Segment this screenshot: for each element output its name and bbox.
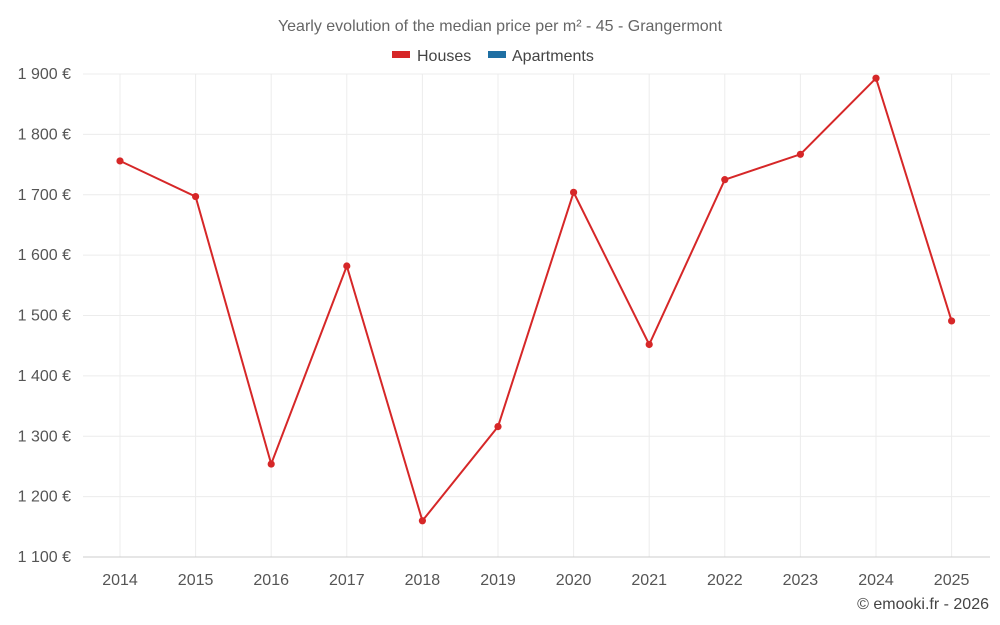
houses-point[interactable] — [645, 340, 653, 349]
y-tick-label: 1 500 € — [18, 308, 71, 325]
houses-point[interactable] — [721, 176, 729, 184]
houses-point[interactable] — [494, 422, 502, 431]
x-tick-label: 2019 — [480, 572, 516, 589]
x-tick-label: 2016 — [253, 572, 289, 589]
y-tick-label: 1 900 € — [18, 66, 71, 83]
x-tick-label: 2014 — [102, 572, 138, 589]
legend-label-houses: Houses — [417, 48, 471, 65]
houses-point[interactable] — [116, 157, 124, 165]
legend-swatch-houses — [392, 51, 410, 58]
y-tick-label: 1 700 € — [18, 187, 71, 204]
legend-item-houses[interactable]: Houses — [392, 48, 471, 65]
houses-point[interactable] — [343, 262, 351, 270]
houses-point[interactable] — [570, 188, 578, 196]
houses-point[interactable] — [192, 192, 200, 201]
houses-point[interactable] — [418, 517, 426, 525]
houses-point[interactable] — [872, 74, 880, 82]
y-tick-label: 1 400 € — [18, 368, 71, 385]
legend-label-apartments: Apartments — [512, 48, 594, 65]
x-axis-tick-labels: 2014 2015 2016 2017 2018 2019 2020 2021 2022 2023… — [102, 572, 969, 589]
chart-credit: © emooki.fr - 2026 — [857, 596, 989, 613]
legend-item-apartments[interactable]: Apartments — [488, 48, 594, 65]
y-tick-label: 1 800 € — [18, 126, 71, 143]
houses-line — [119, 76, 953, 523]
houses-point[interactable] — [796, 150, 805, 158]
houses-points — [116, 74, 956, 525]
y-tick-label: 1 200 € — [18, 489, 71, 506]
houses-point[interactable] — [267, 460, 275, 468]
y-axis-tick-labels: 1 100 € 1 200 € 1 300 € 1 400 € 1 500 € 1 600… — [18, 66, 71, 566]
legend: Houses Apartments — [392, 48, 594, 65]
y-tick-label: 1 300 € — [18, 428, 71, 445]
x-tick-label: 2015 — [178, 572, 214, 589]
x-tick-label: 2021 — [631, 572, 667, 589]
y-gridlines — [83, 73, 990, 558]
y-tick-label: 1 100 € — [18, 549, 71, 566]
x-tick-label: 2018 — [405, 572, 441, 589]
x-tick-label: 2025 — [934, 572, 970, 589]
legend-swatch-apartments — [488, 51, 506, 58]
y-tick-label: 1 600 € — [18, 247, 71, 264]
x-tick-label: 2023 — [783, 572, 819, 589]
series-houses — [116, 74, 956, 525]
houses-point[interactable] — [948, 317, 956, 325]
x-tick-label: 2017 — [329, 572, 365, 589]
chart-title: Yearly evolution of the median price per… — [278, 18, 723, 35]
x-tick-label: 2022 — [707, 572, 743, 589]
x-tick-label: 2020 — [556, 572, 592, 589]
x-tick-label: 2024 — [858, 572, 894, 589]
